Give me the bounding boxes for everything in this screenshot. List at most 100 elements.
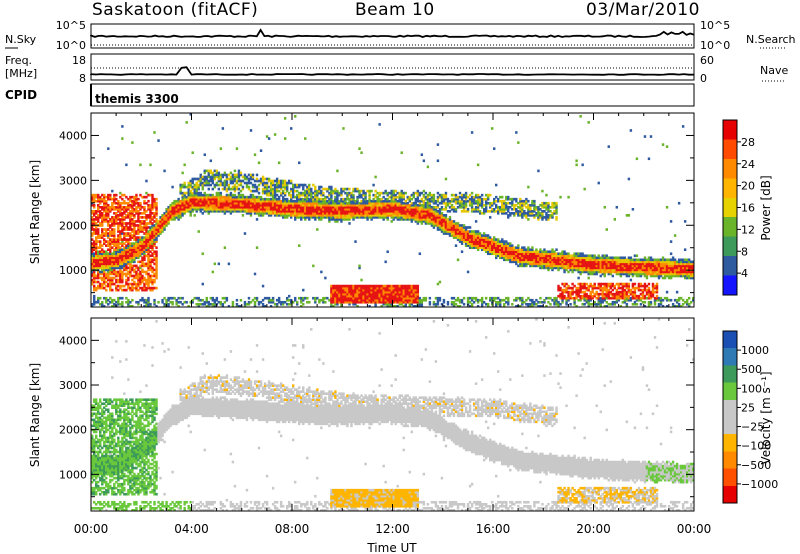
heatmap-cell [545,193,548,197]
heatmap-cell [529,214,532,217]
heatmap-cell [452,230,456,233]
heatmap-cell [273,197,277,201]
heatmap-cell [267,207,271,211]
heatmap-cell [263,191,267,195]
heatmap-cell [267,203,271,207]
heatmap-cell [472,195,476,199]
heatmap-cell [257,212,261,215]
heatmap-cell [121,226,124,229]
heatmap-cell [183,203,186,207]
heatmap-cell [151,230,154,233]
heatmap-cell [91,248,94,252]
heatmap-cell [372,294,375,298]
heatmap-cell [523,258,526,262]
heatmap-cell [547,203,550,207]
heatmap-cell [322,199,325,203]
heatmap-cell [539,300,542,304]
heatmap-cell [438,280,442,284]
heatmap-cell [318,203,321,207]
heatmap-cell [99,286,102,290]
heatmap-cell [476,203,480,207]
heatmap-cell [370,286,373,290]
heatmap-cell [543,203,546,207]
heatmap-cell [163,304,166,307]
heatmap-cell [253,300,257,304]
heatmap-cell [103,195,106,199]
heatmap-cell [400,298,403,302]
heatmap-cell [531,199,534,203]
heatmap-cell [342,300,345,304]
heatmap-cell [368,203,371,207]
heatmap-cell [95,212,98,215]
heatmap-cell [127,252,130,256]
heatmap-cell [446,230,450,233]
heatmap-cell [101,258,104,262]
heatmap-cell [336,169,339,173]
heatmap-cell [153,216,156,219]
heatmap-cell [442,232,446,235]
heatmap-cell [478,238,482,241]
heatmap-cell [360,286,363,290]
heatmap-cell [314,193,317,197]
heatmap-cell [330,214,333,217]
heatmap-cell [191,207,194,211]
heatmap-cell [386,284,389,288]
heatmap-cell [440,205,444,209]
heatmap-cell [466,242,470,245]
heatmap-cell [105,203,108,207]
heatmap-cell [515,207,518,211]
heatmap-cell [306,201,309,205]
heatmap-cell [460,193,464,197]
heatmap-cell [211,199,215,203]
heatmap-cell [410,212,413,215]
heatmap-cell [529,207,532,211]
heatmap-cell [499,256,502,260]
heatmap-cell [93,230,96,233]
heatmap-cell [133,260,136,264]
heatmap-cell [298,296,301,300]
heatmap-cell [261,183,265,187]
heatmap-cell [161,222,164,225]
heatmap-cell [507,298,510,302]
heatmap-cell [135,242,138,245]
heatmap-cell [135,232,138,235]
heatmap-cell [245,197,249,201]
heatmap-cell [267,193,271,197]
heatmap-cell [95,266,98,270]
heatmap-cell [109,226,112,229]
heatmap-cell [523,201,526,205]
heatmap-cell [245,207,249,211]
heatmap-cell [486,250,490,254]
heatmap-cell [113,248,116,252]
heatmap-cell [348,203,351,207]
heatmap-cell [109,288,112,292]
heatmap-cell [416,191,420,195]
heatmap-cell [468,201,472,205]
heatmap-cell [454,195,458,199]
heatmap-cell [283,193,287,197]
heatmap-cell [253,302,257,306]
heatmap-cell [111,282,114,286]
heatmap-cell [408,207,411,211]
heatmap-cell [404,191,407,195]
heatmap-cell [418,199,422,203]
heatmap-cell [354,189,357,193]
heatmap-cell [223,197,227,201]
heatmap-cell [103,218,106,221]
heatmap-cell [495,205,498,209]
heatmap-cell [318,207,321,211]
heatmap-cell [129,304,132,307]
heatmap-cell [201,175,204,179]
heatmap-cell [306,191,309,195]
heatmap-cell [458,224,462,227]
heatmap-cell [511,256,514,260]
heatmap-cell [169,214,172,217]
heatmap-cell [257,203,261,207]
heatmap-cell [364,290,367,294]
heatmap-cell [551,266,554,270]
heatmap-cell [458,203,462,207]
heatmap-cell [249,205,253,209]
heatmap-cell [342,296,345,300]
heatmap-cell [442,298,446,302]
heatmap-cell [358,214,361,217]
